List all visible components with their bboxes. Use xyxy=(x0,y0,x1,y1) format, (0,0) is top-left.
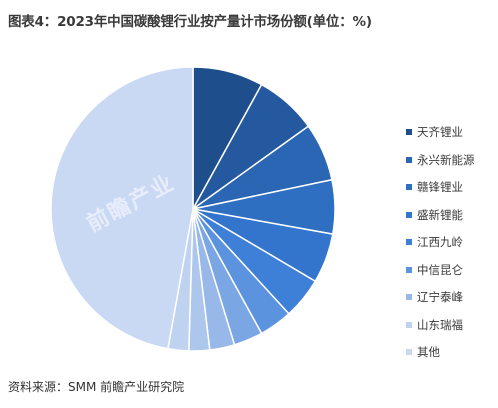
legend-label: 江西九岭 xyxy=(417,235,463,249)
legend-item: 山东瑞福 xyxy=(406,317,475,345)
legend-swatch xyxy=(406,239,412,245)
legend-label: 赣锋锂业 xyxy=(417,180,463,194)
legend-item: 江西九岭 xyxy=(406,234,475,262)
legend-swatch xyxy=(406,349,412,355)
legend-swatch xyxy=(406,129,412,135)
page-title: 图表4：2023年中国碳酸锂行业按产量计市场份额(单位：%) xyxy=(8,14,372,30)
legend-swatch xyxy=(406,321,412,328)
legend-item: 中信昆仑 xyxy=(406,262,475,290)
legend-label: 永兴新能源 xyxy=(417,152,475,167)
source-note: 资料来源：SMM 前瞻产业研究院 xyxy=(8,380,185,394)
legend-swatch xyxy=(406,184,412,190)
pie-slices xyxy=(50,66,336,352)
legend-item: 永兴新能源 xyxy=(406,152,475,180)
legend-item: 天齐锂业 xyxy=(406,124,475,152)
legend-label: 中信昆仑 xyxy=(417,262,463,277)
legend-label: 天齐锂业 xyxy=(417,125,463,139)
legend-label: 其他 xyxy=(417,345,440,359)
legend-label: 盛新锂能 xyxy=(417,207,463,222)
legend-swatch xyxy=(406,156,412,163)
legend-label: 辽宁泰峰 xyxy=(417,290,463,304)
legend-item: 赣锋锂业 xyxy=(406,179,475,207)
legend: 天齐锂业永兴新能源赣锋锂业盛新锂能江西九岭中信昆仑辽宁泰峰山东瑞福其他 xyxy=(406,124,475,372)
legend-item: 辽宁泰峰 xyxy=(406,289,475,317)
legend-item: 其他 xyxy=(406,344,475,372)
legend-swatch xyxy=(406,266,412,273)
pie-slice-12 xyxy=(50,66,194,350)
legend-item: 盛新锂能 xyxy=(406,207,475,235)
legend-swatch xyxy=(406,294,412,300)
legend-swatch xyxy=(406,211,412,218)
legend-label: 山东瑞福 xyxy=(417,317,463,332)
